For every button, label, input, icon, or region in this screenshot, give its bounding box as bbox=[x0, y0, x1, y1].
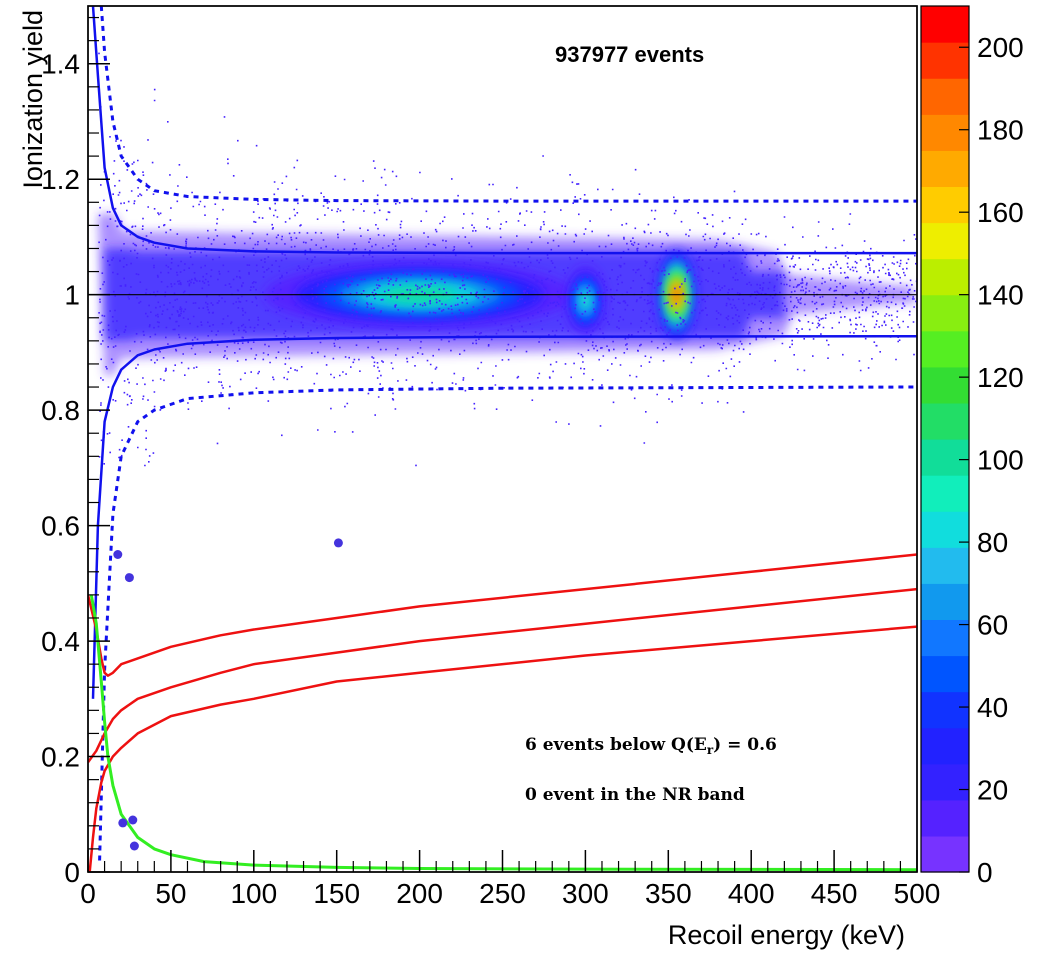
colorbar-tick-label: 200 bbox=[977, 32, 1024, 63]
outlier-points-layer bbox=[113, 538, 343, 851]
sparse-events bbox=[98, 52, 917, 467]
x-tick-label: 50 bbox=[155, 878, 186, 909]
y-tick-label: 0.4 bbox=[41, 626, 80, 657]
x-tick-label: 450 bbox=[811, 878, 858, 909]
series-line-red-lower bbox=[88, 625, 917, 872]
colorbar-segment bbox=[921, 475, 969, 512]
colorbar-segment bbox=[921, 330, 969, 368]
colorbar-segment bbox=[921, 691, 969, 729]
colorbar-segment bbox=[921, 763, 969, 801]
y-tick-label: 1.2 bbox=[41, 164, 80, 195]
outlier-point bbox=[333, 538, 343, 548]
y-axis-title: Ionization yield bbox=[18, 10, 48, 189]
colorbar-tick-label: 20 bbox=[977, 775, 1008, 806]
x-tick-label: 150 bbox=[313, 878, 360, 909]
colorbar-segment bbox=[921, 294, 969, 332]
y-tick-label: 1.4 bbox=[41, 49, 80, 80]
x-axis-title: Recoil energy (keV) bbox=[668, 920, 905, 950]
colorbar-segment bbox=[921, 439, 969, 476]
colorbar-tick-label: 0 bbox=[977, 857, 993, 888]
colorbar-segment bbox=[921, 619, 969, 657]
colorbar-segment bbox=[921, 6, 969, 43]
outlier-point bbox=[124, 573, 134, 583]
series-line-red-upper bbox=[88, 553, 917, 677]
colorbar-tick-label: 100 bbox=[977, 445, 1024, 476]
y-tick-label: 0.6 bbox=[41, 511, 80, 542]
events-count-label: 937977 events bbox=[555, 42, 704, 67]
axes-layer: 0 50 100 150 200 250 300 350 400 450 500 0 0.2 0.4 0.6… bbox=[41, 16, 941, 909]
colorbar-tick-label: 60 bbox=[977, 610, 1008, 641]
nr-band-label: 0 event in the NR band bbox=[525, 785, 745, 805]
x-tick-label: 200 bbox=[396, 878, 443, 909]
below-threshold-label: 6 events below Q(Er) = 0.6 bbox=[525, 735, 777, 757]
series-line-green bbox=[89, 594, 917, 872]
plot-area bbox=[87, 5, 918, 873]
colorbar-segment bbox=[921, 727, 969, 765]
colorbar-frame bbox=[920, 5, 970, 873]
y-tick-label: 1 bbox=[64, 280, 80, 311]
y-tick-label: 0.8 bbox=[41, 395, 80, 426]
colorbar-segment bbox=[921, 547, 969, 584]
colorbar-segment bbox=[921, 402, 969, 440]
colorbar: 0 20 40 60 80 100 120 140 160 180 200 bbox=[920, 5, 1024, 888]
colorbar-segment bbox=[921, 42, 969, 79]
outlier-point bbox=[118, 818, 128, 828]
x-tick-label: 350 bbox=[645, 878, 692, 909]
y-tick-label: 0.2 bbox=[41, 742, 80, 773]
x-tick-label: 400 bbox=[728, 878, 775, 909]
outlier-point bbox=[128, 815, 138, 825]
series-line-blue-dashed-upper bbox=[99, 6, 917, 203]
colorbar-tick-label: 180 bbox=[977, 115, 1024, 146]
colorbar-tick-label: 140 bbox=[977, 280, 1024, 311]
series-line-blue-solid-lower bbox=[91, 334, 917, 699]
below-threshold-subscript: r bbox=[707, 743, 714, 757]
colorbar-segment bbox=[921, 114, 969, 151]
colorbar-segment bbox=[921, 835, 969, 873]
sparse-events-layer bbox=[98, 52, 917, 467]
y-tick-label: 0 bbox=[64, 857, 80, 888]
colorbar-tick-label: 160 bbox=[977, 197, 1024, 228]
x-tick-label: 300 bbox=[562, 878, 609, 909]
colorbar-segment bbox=[921, 258, 969, 296]
colorbar-segment bbox=[921, 150, 969, 188]
series-line-blue-dashed-lower bbox=[98, 385, 917, 861]
colorbar-segment bbox=[921, 366, 969, 404]
x-tick-label: 0 bbox=[80, 878, 96, 909]
colorbar-tick-label: 120 bbox=[977, 362, 1024, 393]
series-line-blue-solid-upper bbox=[91, 6, 917, 255]
colorbar-segment bbox=[921, 655, 969, 693]
x-tick-label: 250 bbox=[479, 878, 526, 909]
outlier-point bbox=[129, 841, 139, 851]
x-tick-label: 500 bbox=[894, 878, 941, 909]
outlier-point bbox=[113, 550, 123, 559]
colorbar-tick-label: 40 bbox=[977, 692, 1008, 723]
below-threshold-text: 6 events below Q(E bbox=[525, 735, 707, 755]
density-cluster-1 bbox=[580, 292, 591, 309]
colorbar-segment bbox=[921, 799, 969, 837]
colorbar-tick-label: 80 bbox=[977, 527, 1008, 558]
colorbar-segment bbox=[921, 186, 969, 224]
colorbar-segment bbox=[921, 78, 969, 115]
band-lines-layer bbox=[88, 6, 917, 872]
below-threshold-tail: ) = 0.6 bbox=[713, 735, 777, 755]
colorbar-segment bbox=[921, 222, 969, 260]
x-tick-label: 100 bbox=[230, 878, 277, 909]
colorbar-segment bbox=[921, 583, 969, 621]
